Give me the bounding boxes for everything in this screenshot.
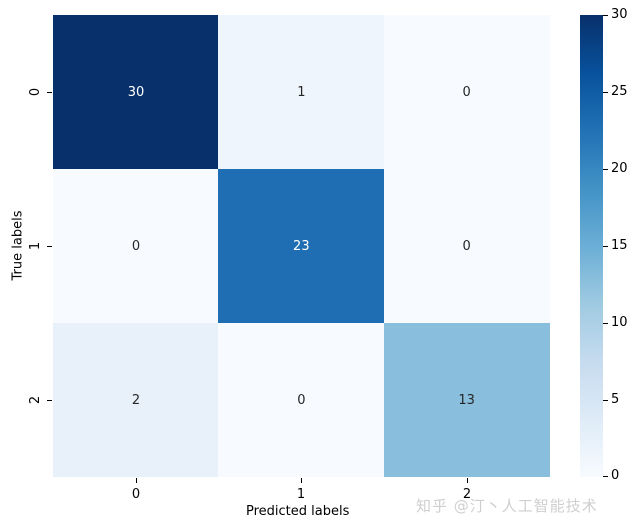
colorbar-tick-mark bbox=[603, 400, 608, 401]
colorbar-tick-label: 10 bbox=[611, 315, 628, 330]
x-tick-mark-2 bbox=[467, 478, 468, 483]
confusion-matrix-heatmap: 30 1 0 0 23 0 2 0 13 bbox=[53, 15, 550, 477]
colorbar bbox=[580, 15, 603, 477]
watermark: 知乎 @汀丶人工智能技术 bbox=[416, 497, 598, 515]
heatmap-cell: 23 bbox=[218, 169, 385, 323]
y-tick-label-1: 1 bbox=[28, 241, 43, 251]
colorbar-tick-label: 5 bbox=[611, 392, 620, 407]
colorbar-tick-label: 15 bbox=[611, 238, 628, 253]
x-tick-mark-0 bbox=[136, 478, 137, 483]
heatmap-cell: 0 bbox=[383, 15, 550, 169]
colorbar-tick-label: 25 bbox=[611, 84, 628, 99]
heatmap-cell: 30 bbox=[53, 15, 219, 169]
y-tick-mark-2 bbox=[47, 400, 52, 401]
colorbar-tick-label: 0 bbox=[611, 468, 620, 483]
x-tick-mark-1 bbox=[301, 478, 302, 483]
x-tick-label-2: 2 bbox=[462, 487, 472, 502]
y-tick-mark-1 bbox=[47, 246, 52, 247]
colorbar-tick-mark bbox=[603, 323, 608, 324]
colorbar-tick-label: 30 bbox=[611, 7, 628, 22]
heatmap-cell: 0 bbox=[383, 169, 550, 323]
x-tick-label-1: 1 bbox=[296, 487, 306, 502]
colorbar-tick-mark bbox=[603, 476, 608, 477]
colorbar-tick-label: 20 bbox=[611, 161, 628, 176]
colorbar-tick-mark bbox=[603, 92, 608, 93]
x-axis-label: Predicted labels bbox=[246, 504, 350, 519]
heatmap-cell: 13 bbox=[383, 323, 550, 477]
y-axis-label: True labels bbox=[10, 210, 26, 281]
y-tick-mark-0 bbox=[47, 92, 52, 93]
y-tick-label-0: 0 bbox=[28, 87, 43, 97]
y-tick-label-2: 2 bbox=[28, 395, 43, 405]
colorbar-tick-mark bbox=[603, 169, 608, 170]
heatmap-cell: 2 bbox=[53, 323, 219, 477]
colorbar-tick-mark bbox=[603, 246, 608, 247]
heatmap-cell: 0 bbox=[218, 323, 385, 477]
x-tick-label-0: 0 bbox=[131, 487, 141, 502]
heatmap-cell: 0 bbox=[53, 169, 219, 323]
heatmap-cell: 1 bbox=[218, 15, 385, 169]
colorbar-tick-mark bbox=[603, 15, 608, 16]
